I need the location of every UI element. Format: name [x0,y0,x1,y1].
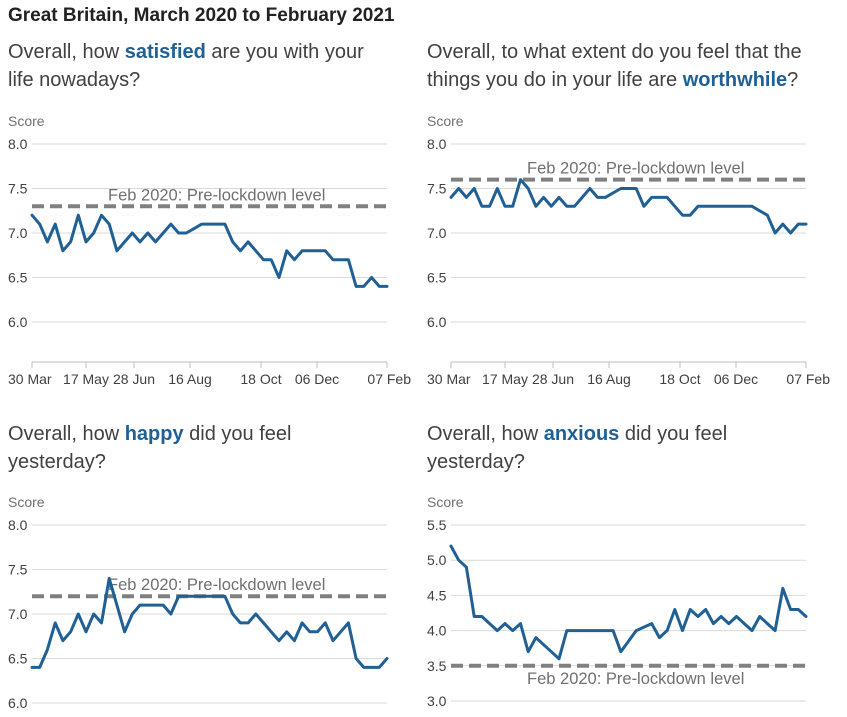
question-text: Overall, how [8,41,125,63]
y-tick-label: 6.5 [427,270,447,286]
question-text: things you do in your life are [427,69,683,91]
x-tick-label: 17 May [63,371,109,387]
question-highlight: happy [125,423,185,445]
x-tick-label: 18 Oct [240,371,281,387]
reference-label: Feb 2020: Pre-lockdown level [108,576,325,594]
question-text: did you feel [184,423,292,445]
y-unit-label: Score [8,113,45,129]
y-unit-label: Score [427,113,464,129]
question-highlight: satisfied [125,41,206,63]
y-tick-label: 7.0 [427,225,447,241]
x-tick-label: 06 Dec [295,371,339,387]
y-tick-label: 6.5 [8,270,28,286]
x-tick-label: 30 Mar [427,371,471,387]
y-tick-label: 8.0 [427,136,447,152]
question-text: ? [787,69,798,91]
y-tick-label: 4.0 [427,623,447,639]
y-tick-label: 5.5 [427,517,447,533]
x-tick-label: 06 Dec [714,371,758,387]
x-tick-label: 07 Feb [786,371,830,387]
x-tick-label: 16 Aug [168,371,212,387]
y-tick-label: 8.0 [8,136,28,152]
question-line-2: life nowadays? [8,69,140,91]
question-line-2: things you do in your life are worthwhil… [427,69,798,91]
y-tick-label: 7.0 [8,606,28,622]
question-line-1: Overall, how satisfied are you with your [8,41,364,63]
question-text: Overall, how [427,423,544,445]
chart-satisfied: Overall, how satisfied are you with your… [8,41,411,387]
x-tick-label: 28 Jun [532,371,574,387]
series-line [30,213,389,288]
question-line-1: Overall, how anxious did you feel [427,423,727,445]
series-line [449,178,808,235]
reference-label: Feb 2020: Pre-lockdown level [527,670,744,688]
y-tick-label: 6.0 [8,695,28,711]
question-text: Overall, to what extent do you feel that… [427,41,802,63]
question-line-2: yesterday? [8,451,106,473]
y-tick-label: 7.5 [8,562,28,578]
y-tick-label: 8.0 [8,517,28,533]
reference-label: Feb 2020: Pre-lockdown level [527,160,744,178]
x-tick-label: 16 Aug [587,371,631,387]
series-line [449,544,808,661]
y-tick-label: 6.0 [427,314,447,330]
y-tick-label: 6.5 [8,651,28,667]
y-tick-label: 6.0 [8,314,28,330]
chart-worthwhile: Overall, to what extent do you feel that… [427,41,830,387]
y-tick-label: 4.5 [427,587,447,603]
y-tick-label: 5.0 [427,552,447,568]
page-title: Great Britain, March 2020 to February 20… [8,5,395,26]
y-tick-label: 7.5 [427,181,447,197]
y-tick-label: 3.0 [427,693,447,709]
question-line-2: yesterday? [427,451,525,473]
y-unit-label: Score [8,494,45,510]
x-tick-label: 28 Jun [113,371,155,387]
x-tick-label: 17 May [482,371,528,387]
chart-anxious: Overall, how anxious did you feel yesterd… [427,423,808,709]
chart-happy: Overall, how happy did you feel yesterday… [8,423,389,711]
question-highlight: anxious [544,423,620,445]
question-text: are you with your [206,41,364,63]
y-unit-label: Score [427,494,464,510]
y-tick-label: 3.5 [427,658,447,674]
question-highlight: worthwhile [682,69,787,91]
question-text: Overall, how [8,423,125,445]
question-line-1: Overall, how happy did you feel [8,423,291,445]
x-tick-label: 30 Mar [8,371,52,387]
series-line [30,576,389,669]
y-tick-label: 7.0 [8,225,28,241]
question-line-1: Overall, to what extent do you feel that… [427,41,802,63]
question-text: did you feel [619,423,727,445]
x-tick-label: 07 Feb [367,371,411,387]
y-tick-label: 7.5 [8,181,28,197]
x-tick-label: 18 Oct [659,371,700,387]
reference-label: Feb 2020: Pre-lockdown level [108,186,325,204]
